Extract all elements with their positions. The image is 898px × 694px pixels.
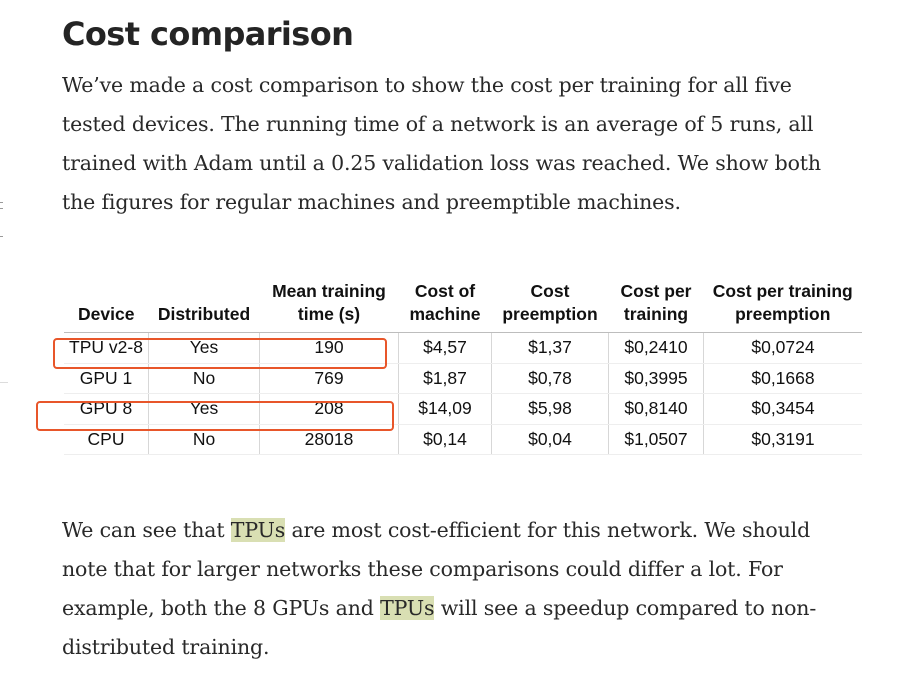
table-cell: $0,3454 <box>703 393 862 425</box>
highlighted-term-tpus[interactable]: TPUs <box>380 596 435 620</box>
table-cell: CPU <box>64 424 149 455</box>
section-heading: Cost comparison <box>62 15 354 53</box>
table-cell: $0,3191 <box>703 424 862 455</box>
highlighted-term-tpus[interactable]: TPUs <box>230 518 286 542</box>
table-cell: 28018 <box>259 424 399 455</box>
header-cost-per-training-preemption: Cost per training preemption <box>703 280 862 333</box>
table-cell: $5,98 <box>491 393 609 425</box>
table-cell: Yes <box>148 393 260 425</box>
table-cell: $1,0507 <box>608 424 704 455</box>
intro-line: trained with Adam until a 0.25 validatio… <box>62 151 821 175</box>
table-cell: $0,04 <box>491 424 609 455</box>
table-cell: Yes <box>148 332 260 364</box>
table-row: TPU v2-8 Yes 190 $4,57 $1,37 $0,2410 $0,… <box>64 332 862 364</box>
conclusion-line: distributed training. <box>62 635 270 659</box>
cost-comparison-table: Device Distributed Mean training time (s)… <box>64 280 862 455</box>
table-cell: $0,3995 <box>608 363 704 394</box>
table-row: GPU 8 Yes 208 $14,09 $5,98 $0,8140 $0,34… <box>64 393 862 425</box>
header-distributed: Distributed <box>148 280 260 333</box>
conclusion-paragraph: We can see that TPUs are most cost-effic… <box>62 511 852 667</box>
margin-tick <box>0 202 3 203</box>
table-cell: GPU 8 <box>64 393 149 425</box>
table-cell: $1,37 <box>491 332 609 364</box>
intro-paragraph: We’ve made a cost comparison to show the… <box>62 66 852 222</box>
table-cell: $1,87 <box>398 363 492 394</box>
table-row: GPU 1 No 769 $1,87 $0,78 $0,3995 $0,1668 <box>64 363 862 394</box>
header-device: Device <box>64 280 149 333</box>
table-cell: $0,2410 <box>608 332 704 364</box>
conclusion-line: We can see that TPUs are most cost-effic… <box>62 518 811 542</box>
table-cell: $0,8140 <box>608 393 704 425</box>
margin-divider <box>0 382 8 383</box>
table-cell: 769 <box>259 363 399 394</box>
table-row: CPU No 28018 $0,14 $0,04 $1,0507 $0,3191 <box>64 424 862 455</box>
table-cell: No <box>148 424 260 455</box>
cost-comparison-figure: Device Distributed Mean training time (s)… <box>64 280 869 462</box>
margin-tick <box>0 236 3 237</box>
header-mean-training-time: Mean training time (s) <box>259 280 399 333</box>
intro-line: We’ve made a cost comparison to show the… <box>62 73 792 97</box>
header-cost-of-machine: Cost of machine <box>398 280 492 333</box>
intro-line: the figures for regular machines and pre… <box>62 190 681 214</box>
header-cost-preemption: Cost preemption <box>491 280 609 333</box>
header-cost-per-training: Cost per training <box>608 280 704 333</box>
table-cell: $0,0724 <box>703 332 862 364</box>
table-cell: GPU 1 <box>64 363 149 394</box>
margin-tick <box>0 208 3 209</box>
conclusion-line: example, both the 8 GPUs and TPUs will s… <box>62 596 817 620</box>
table-cell: 190 <box>259 332 399 364</box>
table-header-row: Device Distributed Mean training time (s)… <box>64 280 862 333</box>
table-cell: 208 <box>259 393 399 425</box>
table-cell: $14,09 <box>398 393 492 425</box>
table-cell: $0,78 <box>491 363 609 394</box>
table-cell: No <box>148 363 260 394</box>
conclusion-line: note that for larger networks these comp… <box>62 557 783 581</box>
table-cell: TPU v2-8 <box>64 332 149 364</box>
table-cell: $0,14 <box>398 424 492 455</box>
table-cell: $0,1668 <box>703 363 862 394</box>
table-cell: $4,57 <box>398 332 492 364</box>
intro-line: tested devices. The running time of a ne… <box>62 112 814 136</box>
